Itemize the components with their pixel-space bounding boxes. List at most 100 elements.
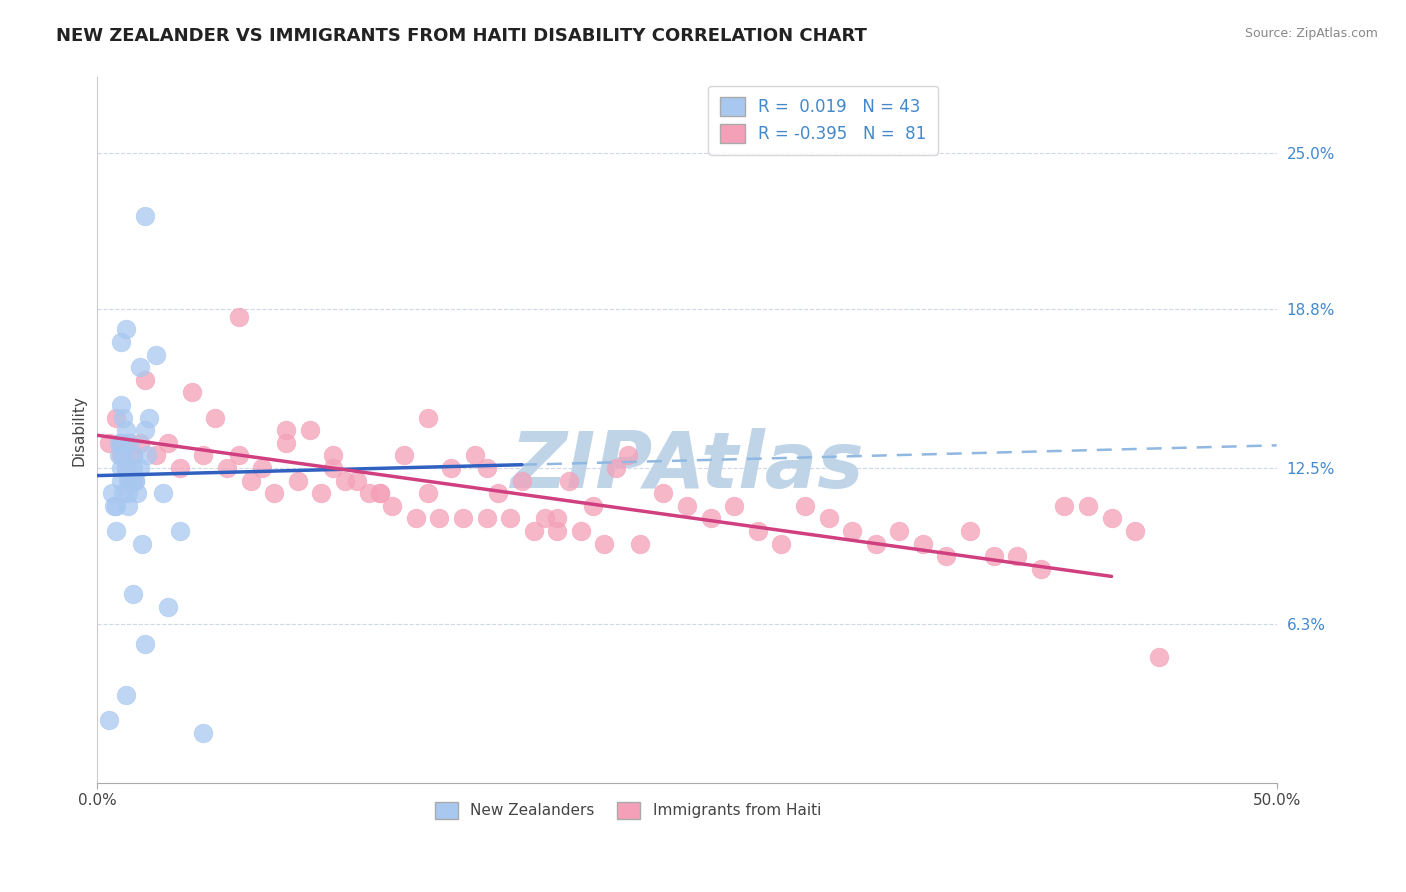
Point bbox=[1147, 650, 1170, 665]
Point bbox=[110, 435, 132, 450]
Point bbox=[1005, 549, 1028, 564]
Point bbox=[110, 398, 132, 412]
Point bbox=[107, 435, 129, 450]
Point bbox=[983, 549, 1005, 564]
Point bbox=[110, 474, 132, 488]
Point bbox=[239, 474, 262, 488]
Point bbox=[110, 435, 132, 450]
Point bbox=[1101, 511, 1123, 525]
Point bbox=[357, 486, 380, 500]
Point bbox=[841, 524, 863, 538]
Point bbox=[112, 449, 135, 463]
Point bbox=[152, 486, 174, 500]
Point bbox=[486, 486, 509, 500]
Point bbox=[228, 310, 250, 324]
Point bbox=[510, 474, 533, 488]
Point bbox=[676, 499, 699, 513]
Point bbox=[475, 511, 498, 525]
Point bbox=[298, 423, 321, 437]
Point bbox=[499, 511, 522, 525]
Point bbox=[180, 385, 202, 400]
Point bbox=[114, 688, 136, 702]
Point bbox=[134, 209, 156, 223]
Point bbox=[124, 474, 146, 488]
Point bbox=[204, 410, 226, 425]
Point bbox=[1077, 499, 1099, 513]
Point bbox=[105, 499, 128, 513]
Point bbox=[105, 524, 128, 538]
Point bbox=[593, 536, 616, 550]
Point bbox=[935, 549, 957, 564]
Point bbox=[112, 410, 135, 425]
Point bbox=[98, 713, 121, 727]
Point bbox=[427, 511, 450, 525]
Point bbox=[217, 461, 239, 475]
Point bbox=[114, 461, 136, 475]
Point bbox=[263, 486, 285, 500]
Point bbox=[370, 486, 392, 500]
Point bbox=[794, 499, 817, 513]
Point bbox=[134, 373, 156, 387]
Point bbox=[145, 449, 167, 463]
Point bbox=[274, 423, 297, 437]
Point bbox=[523, 524, 546, 538]
Point bbox=[322, 461, 344, 475]
Point bbox=[100, 486, 122, 500]
Point bbox=[865, 536, 887, 550]
Point bbox=[103, 499, 125, 513]
Point bbox=[322, 449, 344, 463]
Point bbox=[117, 474, 139, 488]
Point bbox=[138, 410, 160, 425]
Point bbox=[451, 511, 474, 525]
Point bbox=[110, 334, 132, 349]
Text: Source: ZipAtlas.com: Source: ZipAtlas.com bbox=[1244, 27, 1378, 40]
Point bbox=[110, 461, 132, 475]
Point bbox=[114, 423, 136, 437]
Point bbox=[605, 461, 627, 475]
Point bbox=[112, 486, 135, 500]
Point bbox=[193, 725, 215, 739]
Point bbox=[652, 486, 675, 500]
Point bbox=[98, 435, 121, 450]
Point bbox=[959, 524, 981, 538]
Point bbox=[817, 511, 839, 525]
Point bbox=[228, 449, 250, 463]
Point bbox=[145, 348, 167, 362]
Point bbox=[889, 524, 911, 538]
Point bbox=[333, 474, 356, 488]
Point bbox=[128, 435, 150, 450]
Point bbox=[117, 435, 139, 450]
Point bbox=[121, 461, 143, 475]
Point bbox=[628, 536, 651, 550]
Point bbox=[107, 449, 129, 463]
Point bbox=[128, 360, 150, 375]
Point bbox=[114, 322, 136, 336]
Point bbox=[1053, 499, 1076, 513]
Point bbox=[121, 449, 143, 463]
Point bbox=[157, 599, 180, 614]
Point bbox=[134, 423, 156, 437]
Point bbox=[117, 499, 139, 513]
Point bbox=[311, 486, 333, 500]
Point bbox=[475, 461, 498, 475]
Point bbox=[117, 486, 139, 500]
Point bbox=[193, 449, 215, 463]
Point bbox=[370, 486, 392, 500]
Point bbox=[252, 461, 274, 475]
Y-axis label: Disability: Disability bbox=[72, 395, 86, 466]
Point bbox=[157, 435, 180, 450]
Point bbox=[1123, 524, 1146, 538]
Point bbox=[582, 499, 605, 513]
Point bbox=[747, 524, 769, 538]
Point bbox=[274, 435, 297, 450]
Point bbox=[911, 536, 934, 550]
Point bbox=[546, 511, 568, 525]
Point bbox=[534, 511, 557, 525]
Point bbox=[131, 536, 153, 550]
Point bbox=[558, 474, 581, 488]
Point bbox=[381, 499, 404, 513]
Point bbox=[569, 524, 592, 538]
Point bbox=[134, 637, 156, 651]
Point bbox=[135, 449, 157, 463]
Text: ZIPAtlas: ZIPAtlas bbox=[510, 427, 863, 503]
